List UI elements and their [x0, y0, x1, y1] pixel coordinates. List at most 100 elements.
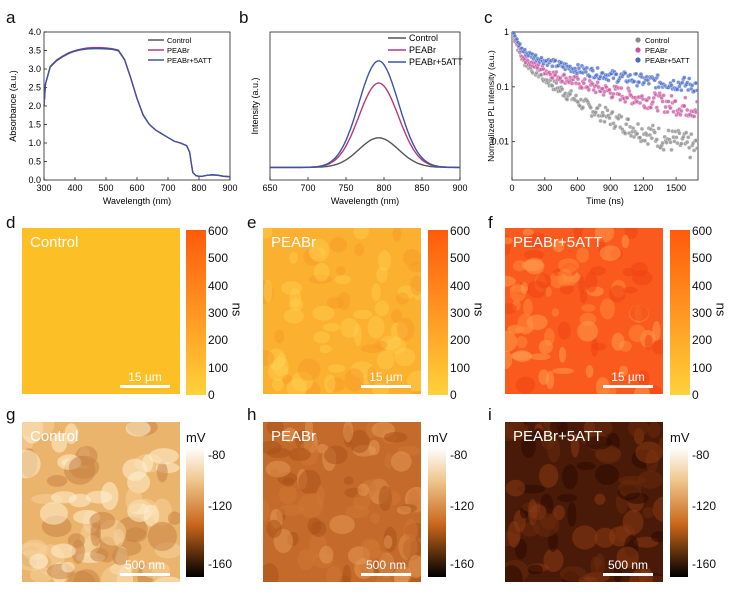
texture-blob: [308, 238, 330, 262]
texture-blob: [29, 553, 48, 569]
texture-blob: [371, 283, 381, 302]
texture-blob: [408, 554, 421, 579]
texture-blob: [100, 481, 119, 511]
texture-blob: [100, 565, 133, 582]
kpfm-map-image: [22, 422, 180, 582]
texture-blob: [523, 298, 533, 316]
lifetime-map-peabr-5att: PEABr+5ATT 15 µm: [505, 228, 663, 394]
colorbar-tick-label: 300: [450, 305, 471, 320]
data-point: [554, 69, 559, 75]
data-point: [673, 99, 678, 104]
texture-blob: [353, 309, 373, 319]
series-line: [43, 48, 231, 178]
kpfm-map-peabr-5att: PEABr+5ATT 500 nm: [505, 422, 663, 582]
x-tick-label: 500: [98, 183, 113, 193]
texture-blob: [515, 336, 528, 349]
texture-blob: [599, 245, 621, 261]
data-point: [652, 130, 657, 135]
data-point: [625, 95, 630, 100]
data-point: [550, 83, 555, 89]
texture-blob: [268, 362, 289, 381]
sample-label: PEABr+5ATT: [513, 234, 603, 251]
texture-blob: [313, 262, 330, 282]
data-point: [583, 69, 589, 75]
texture-blob: [22, 449, 41, 479]
texture-blob: [572, 525, 598, 550]
colorbar-tick-label: 400: [692, 278, 713, 293]
texture-blob: [278, 484, 297, 505]
texture-blob: [390, 321, 408, 340]
texture-blob: [408, 262, 421, 273]
texture-blob: [526, 314, 548, 330]
texture-blob: [334, 275, 351, 285]
data-point: [662, 134, 667, 140]
texture-blob: [274, 329, 285, 344]
texture-blob: [621, 234, 630, 249]
colorbar-tick-label: -80: [450, 448, 468, 462]
y-tick-label: 0.1: [496, 82, 509, 92]
texture-blob: [370, 512, 381, 525]
texture-blob: [89, 511, 116, 530]
texture-blob: [622, 509, 644, 535]
texture-blob: [304, 381, 321, 394]
series-line: [43, 47, 231, 178]
texture-blob: [532, 513, 560, 537]
texture-blob: [313, 331, 330, 344]
colorbar-tick-label: 300: [208, 305, 229, 320]
texture-blob: [360, 375, 374, 385]
data-point: [651, 95, 656, 101]
texture-blob: [538, 339, 553, 354]
texture-blob: [326, 565, 343, 582]
data-point: [634, 83, 640, 88]
texture-blob: [349, 429, 370, 454]
texture-blob: [594, 493, 606, 505]
texture-blob: [637, 370, 650, 387]
data-point: [623, 70, 628, 76]
texture-blob: [622, 267, 635, 277]
x-tick-label: 900: [222, 183, 237, 193]
kpfm-map-peabr: PEABr 500 nm: [263, 422, 421, 582]
texture-blob: [376, 266, 388, 283]
texture-blob: [557, 321, 571, 340]
y-tick-label: 0.01: [491, 137, 509, 147]
axes-frame: [511, 31, 699, 181]
texture-blob: [576, 461, 596, 471]
colorbar-tick-label: 200: [692, 333, 713, 348]
texture-blob: [521, 434, 536, 458]
texture-blob: [90, 547, 109, 562]
colorbar-tick-label: 0: [692, 387, 699, 402]
texture-blob: [266, 519, 282, 538]
scale-bar-label: 15 µm: [128, 370, 162, 384]
data-point: [656, 126, 661, 131]
data-point: [656, 85, 661, 90]
texture-blob: [40, 422, 55, 435]
data-point: [623, 99, 628, 104]
texture-blob: [147, 521, 177, 551]
colorbar-tick-label: 200: [208, 333, 229, 348]
data-point: [669, 147, 674, 153]
x-tick-label: 1200: [633, 183, 653, 193]
data-point: [517, 41, 523, 47]
data-point: [586, 87, 591, 93]
colorbar-unit: ns: [229, 302, 245, 317]
x-tick-label: 0: [509, 183, 514, 193]
colorbar-tick-label: -80: [208, 448, 226, 462]
texture-blob: [505, 237, 513, 245]
texture-blob: [288, 447, 311, 462]
texture-blob: [342, 564, 352, 582]
texture-blob: [303, 247, 322, 266]
lifetime-colorbar: [186, 230, 206, 395]
data-point: [587, 74, 592, 79]
texture-blob: [353, 323, 362, 346]
texture-blob: [282, 477, 295, 487]
texture-blob: [362, 539, 381, 563]
texture-blob: [278, 504, 305, 516]
data-point: [677, 131, 682, 136]
colorbar-unit: ns: [713, 302, 729, 317]
data-point: [679, 141, 684, 146]
data-point: [607, 115, 612, 121]
scale-bar: 500 nm: [361, 558, 411, 576]
texture-blob: [539, 463, 559, 488]
data-point: [631, 79, 637, 84]
texture-blob: [156, 462, 168, 483]
